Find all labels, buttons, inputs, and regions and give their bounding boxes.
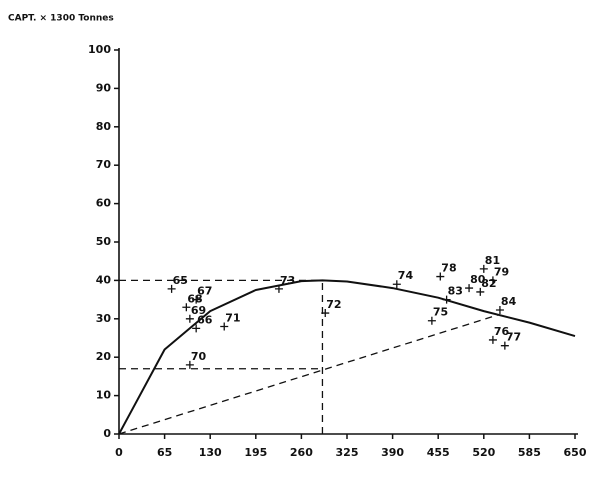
point-label: 80	[470, 273, 486, 286]
point-label: 66	[197, 313, 213, 326]
point	[185, 360, 194, 369]
point	[392, 280, 401, 289]
point-label: 69	[191, 304, 206, 317]
point	[442, 295, 451, 304]
point	[167, 284, 176, 293]
point-label: 71	[225, 311, 240, 324]
point	[476, 287, 485, 296]
x-tick-label: 520	[472, 446, 495, 459]
model-curve	[118, 279, 576, 435]
y-tick-label: 80	[96, 120, 112, 133]
x-tick-label: 585	[518, 446, 541, 459]
point	[436, 272, 445, 281]
x-tick-label: 130	[199, 446, 222, 459]
point	[321, 309, 330, 318]
point	[500, 341, 509, 350]
point-label: 72	[326, 298, 341, 311]
point-label: 77	[506, 331, 521, 344]
y-tick-label: 50	[96, 235, 112, 248]
y-tick-label: 90	[96, 81, 112, 94]
point	[185, 314, 194, 323]
point	[465, 284, 474, 293]
point	[220, 322, 229, 331]
point	[488, 276, 497, 285]
y-tick-label: 0	[103, 427, 111, 440]
x-tick-label: 0	[115, 446, 123, 459]
x-tick-label: 260	[290, 446, 313, 459]
reference-line	[118, 314, 499, 435]
x-tick-label: 65	[157, 446, 172, 459]
y-tick-label: 10	[96, 389, 112, 402]
point-label: 74	[398, 269, 414, 282]
point-label: 76	[494, 325, 510, 338]
y-axis-label: CAPT. × 1300 Tonnes	[8, 14, 114, 24]
point-label: 79	[494, 265, 509, 278]
point-label: 82	[481, 277, 496, 290]
point-label: 81	[485, 254, 500, 267]
point	[427, 316, 436, 325]
y-tick-label: 100	[88, 43, 111, 56]
point	[479, 264, 488, 273]
y-tick-label: 30	[96, 312, 112, 325]
x-tick-label: 195	[244, 446, 267, 459]
x-tick-label: 650	[564, 446, 587, 459]
x-tick-label: 455	[427, 446, 450, 459]
y-tick-label: 20	[96, 350, 112, 363]
point	[495, 305, 504, 314]
point-label: 75	[433, 306, 448, 319]
y-tick-label: 40	[96, 273, 112, 286]
point	[488, 335, 497, 344]
point-label: 83	[448, 285, 463, 298]
y-tick-label: 60	[96, 197, 112, 210]
point-label: 84	[501, 295, 517, 308]
point	[274, 284, 283, 293]
point-label: 73	[280, 274, 295, 287]
point	[182, 303, 191, 312]
y-tick-label: 70	[96, 158, 112, 171]
point-label: 67	[197, 285, 212, 298]
point-label: 70	[191, 350, 207, 363]
x-tick-label: 325	[336, 446, 359, 459]
point-label: 78	[441, 262, 456, 275]
point	[192, 295, 201, 304]
point-label: 68	[187, 292, 202, 305]
x-tick-label: 390	[381, 446, 404, 459]
point	[192, 324, 201, 333]
point-label: 65	[173, 274, 188, 287]
